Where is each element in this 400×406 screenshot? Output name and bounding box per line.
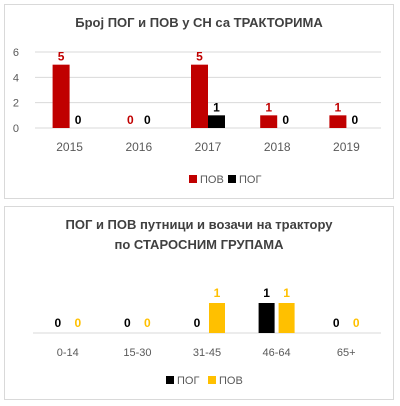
data-label-ПОВ-2017: 5 [196,50,203,64]
chart-title-line-2: по СТАРОСНИМ ГРУПАМА [114,237,284,252]
x-tick-label: 15-30 [123,347,151,359]
data-label-ПОГ-2016: 0 [144,113,151,127]
x-tick-label: 2015 [56,140,83,154]
legend-swatch-ПОВ [189,175,197,183]
data-label-ПОГ-15-30: 0 [124,316,131,330]
data-label-ПОВ-31-45: 1 [214,286,221,300]
data-label-ПОВ-0-14: 0 [74,316,81,330]
bar-ПОГ-46-64 [258,303,275,333]
y-tick-label: 2 [13,98,19,110]
bar-ПОВ-2017 [191,64,208,128]
x-tick-label: 0-14 [57,347,79,359]
y-tick-label: 4 [13,72,19,84]
x-tick-label: 46-64 [263,347,291,359]
bar-ПОВ-46-64 [278,303,295,333]
y-tick-label: 0 [13,123,19,135]
data-label-ПОВ-2018: 1 [265,100,272,114]
x-tick-label: 2016 [125,140,152,154]
bar-ПОВ-31-45 [209,303,225,333]
x-tick-label: 31-45 [193,347,221,359]
data-label-ПОВ-65+: 0 [353,316,360,330]
data-label-ПОВ-15-30: 0 [144,316,151,330]
bar-ПОВ-2015 [52,64,70,128]
x-tick-label: 65+ [337,347,356,359]
y-tick-label: 6 [13,47,19,59]
data-label-ПОГ-2015: 0 [75,113,82,127]
chart-panel-age-groups: ПОГ и ПОВ путници и возачи на трактору п… [4,206,394,400]
data-label-ПОВ-46-64: 1 [283,286,290,300]
data-label-ПОГ-65+: 0 [333,316,340,330]
data-label-ПОГ-2017: 1 [213,100,220,114]
data-label-ПОГ-0-14: 0 [54,316,61,330]
data-label-ПОГ-31-45: 0 [194,316,201,330]
x-tick-label: 2019 [333,140,360,154]
legend-swatch-ПОГ [166,376,174,384]
bar-ПОВ-2018 [260,115,278,128]
legend-label-ПОВ: ПОВ [200,174,224,186]
chart-title: Број ПОГ и ПОВ у СН са ТРАКТОРИМА [75,15,323,30]
data-label-ПОГ-2019: 0 [352,113,359,127]
data-label-ПОВ-2015: 5 [58,50,65,64]
data-label-ПОГ-46-64: 1 [263,286,270,300]
legend-label-ПОГ: ПОГ [177,375,199,387]
data-label-ПОВ-2019: 1 [335,100,342,114]
bar-ПОГ-2017 [208,115,225,128]
x-tick-label: 2018 [264,140,291,154]
legend-label-ПОВ: ПОВ [219,375,243,387]
legend-swatch-ПОГ [228,175,236,183]
chart-title-line-1: ПОГ и ПОВ путници и возачи на трактору [65,217,333,232]
data-label-ПОГ-2018: 0 [282,113,289,127]
bar-ПОВ-2019 [329,115,347,128]
data-label-ПОВ-2016: 0 [127,113,134,127]
legend-swatch-ПОВ [208,376,216,384]
legend-label-ПОГ: ПОГ [239,174,261,186]
chart-panel-tractors-by-year: Број ПОГ и ПОВ у СН са ТРАКТОРИМА 0 2 4 6 5 0… [4,4,394,199]
x-tick-label: 2017 [195,140,222,154]
